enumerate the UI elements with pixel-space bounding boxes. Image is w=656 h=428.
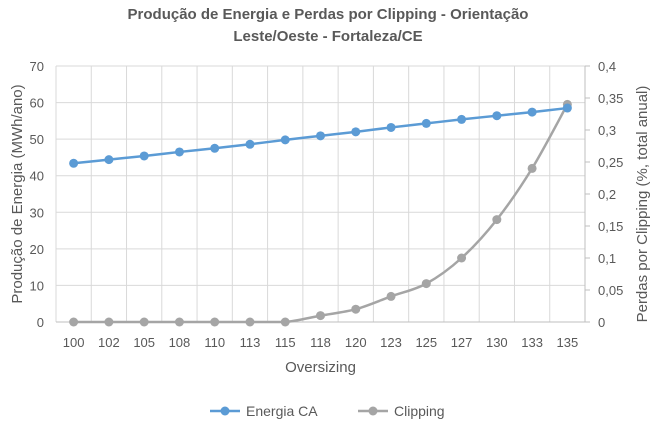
y2-axis-title: Perdas por Clipping (%, total anual) xyxy=(634,86,651,323)
x-axis-title: Oversizing xyxy=(285,359,356,376)
x-tick-label: 118 xyxy=(310,335,331,350)
data-point-clipping xyxy=(210,317,220,327)
x-tick-label: 100 xyxy=(63,335,85,350)
x-tick-label: 108 xyxy=(169,335,191,350)
legend-label-clipping: Clipping xyxy=(394,403,445,419)
legend-marker-energia-ca xyxy=(220,406,230,416)
data-point-clipping xyxy=(316,311,325,321)
y2-tick-label: 0,35 xyxy=(598,91,623,106)
data-point-clipping xyxy=(139,317,149,327)
y2-tick-label: 0,2 xyxy=(598,187,616,202)
y2-tick-label: 0,3 xyxy=(598,123,616,138)
legend-label-energia-ca: Energia CA xyxy=(246,403,318,419)
y-tick-label: 0 xyxy=(37,315,44,330)
y-tick-label: 60 xyxy=(30,96,44,111)
data-point-energia-ca xyxy=(386,122,396,132)
x-tick-label: 120 xyxy=(345,335,367,350)
data-point-energia-ca xyxy=(351,127,361,137)
data-point-energia-ca xyxy=(562,103,572,113)
data-point-energia-ca xyxy=(69,158,79,168)
data-point-clipping xyxy=(351,304,361,314)
data-point-energia-ca xyxy=(174,147,184,157)
legend-marker-clipping xyxy=(368,406,378,416)
chart-title-line2: Leste/Oeste - Fortaleza/CE xyxy=(233,28,423,45)
y-tick-label: 30 xyxy=(30,205,44,220)
data-point-clipping xyxy=(492,215,502,225)
data-point-clipping xyxy=(69,317,79,327)
data-point-energia-ca xyxy=(245,139,255,149)
x-tick-label: 115 xyxy=(275,335,296,350)
y-tick-label: 10 xyxy=(30,278,44,293)
data-point-clipping xyxy=(386,291,396,301)
data-point-clipping xyxy=(421,279,431,289)
y2-tick-label: 0 xyxy=(598,315,605,330)
y-tick-label: 70 xyxy=(30,59,44,74)
y2-tick-label: 0,1 xyxy=(598,251,616,266)
data-point-clipping xyxy=(457,253,467,263)
data-point-clipping xyxy=(245,317,255,327)
x-tick-label: 133 xyxy=(521,335,543,350)
y-axis-title: Produção de Energia (MWh/ano) xyxy=(9,84,26,303)
y2-tick-label: 0,4 xyxy=(598,59,616,74)
x-tick-label: 113 xyxy=(240,335,261,350)
data-point-energia-ca xyxy=(457,114,467,124)
data-point-energia-ca xyxy=(280,135,290,145)
y-tick-label: 50 xyxy=(30,132,44,147)
data-point-clipping xyxy=(104,317,114,327)
data-point-energia-ca xyxy=(316,131,325,141)
x-tick-label: 110 xyxy=(204,335,225,350)
x-tick-label: 105 xyxy=(133,335,155,350)
data-point-clipping xyxy=(174,317,184,327)
y-tick-label: 40 xyxy=(30,169,44,184)
data-point-energia-ca xyxy=(421,118,431,128)
data-point-clipping xyxy=(280,317,290,327)
data-point-energia-ca xyxy=(492,111,502,121)
data-point-energia-ca xyxy=(104,155,114,165)
data-point-energia-ca xyxy=(139,151,149,161)
data-point-energia-ca xyxy=(527,107,537,117)
data-point-energia-ca xyxy=(210,143,220,153)
y-tick-label: 20 xyxy=(30,242,44,257)
x-tick-label: 135 xyxy=(557,335,579,350)
x-tick-label: 130 xyxy=(486,335,508,350)
x-tick-label: 127 xyxy=(451,335,473,350)
chart-title-line1: Produção de Energia e Perdas por Clippin… xyxy=(127,6,529,23)
y2-tick-label: 0,15 xyxy=(598,219,623,234)
data-point-clipping xyxy=(527,163,537,173)
x-tick-label: 123 xyxy=(380,335,402,350)
x-tick-label: 125 xyxy=(415,335,437,350)
y2-tick-label: 0,25 xyxy=(598,155,623,170)
x-tick-label: 102 xyxy=(98,335,120,350)
y2-tick-label: 0,05 xyxy=(598,283,623,298)
